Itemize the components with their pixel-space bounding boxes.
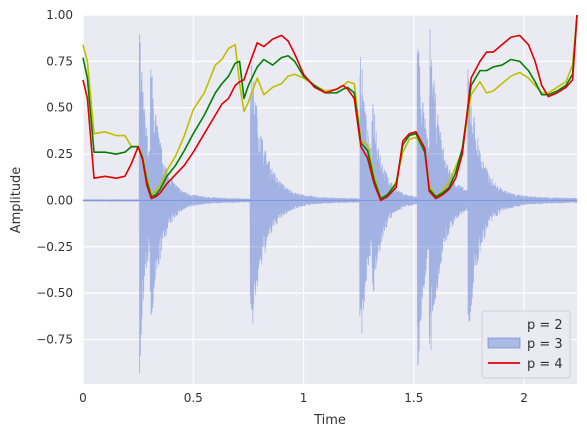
waveform-trace <box>82 29 578 374</box>
y-tick-labels: −0.75 −0.50 −0.25 0.00 0.25 0.50 0.75 1.00 <box>36 8 73 346</box>
legend-swatch-p3 <box>487 337 521 349</box>
x-tick-label: 1.5 <box>404 391 423 405</box>
series-line-3 <box>82 14 578 200</box>
x-tick-label: 0.5 <box>184 391 203 405</box>
y-tick-label: −0.25 <box>36 240 73 254</box>
y-tick-label: 0.25 <box>46 147 73 161</box>
y-tick-label: 0.00 <box>46 193 73 207</box>
legend-label-p2: p = 2 <box>527 318 563 333</box>
x-tick-label: 1 <box>300 391 308 405</box>
x-tick-labels: 0 0.5 1 1.5 2 <box>79 391 528 405</box>
legend-box <box>481 310 571 379</box>
y-tick-label: −0.50 <box>36 286 73 300</box>
series-line-4 <box>82 14 578 202</box>
x-tick-label: 0 <box>79 391 87 405</box>
waveform <box>82 29 578 374</box>
y-tick-label: 1.00 <box>46 8 73 22</box>
y-tick-label: −0.75 <box>36 332 73 346</box>
y-tick-label: 0.75 <box>46 54 73 68</box>
series-lines <box>82 14 578 202</box>
legend-label-p3: p = 3 <box>527 337 563 352</box>
legend: p = 2 p = 3 p = 4 <box>481 310 571 379</box>
x-tick-label: 2 <box>520 391 528 405</box>
y-tick-label: 0.50 <box>46 101 73 115</box>
x-axis-label: Time <box>313 413 346 428</box>
y-axis-label: Amplitude <box>9 167 24 234</box>
legend-label-p4: p = 4 <box>527 357 563 372</box>
